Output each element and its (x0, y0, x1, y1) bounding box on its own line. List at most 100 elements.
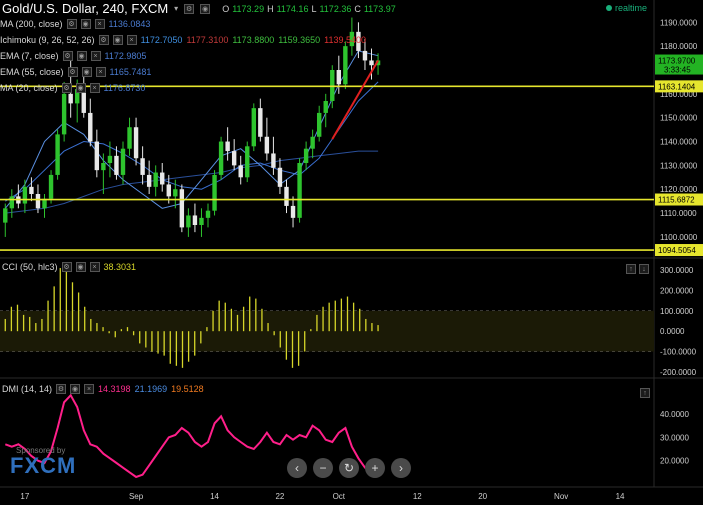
candle-body (3, 208, 8, 223)
candle-body (336, 70, 342, 85)
price-tick-label: 1110.0000 (660, 209, 697, 218)
legend-ma200-hide-icon[interactable]: ◉ (80, 19, 91, 29)
ohlc-low-key: L (311, 4, 317, 14)
candle-body (160, 172, 165, 185)
dmi-hide-icon[interactable]: ◉ (70, 384, 81, 394)
candle (205, 203, 211, 228)
price-tick-label: 1100.0000 (660, 233, 698, 242)
dmi-value-2: 21.1969 (134, 384, 168, 394)
legend-ema55-close-icon[interactable]: × (95, 67, 106, 77)
cci-tick-label: -100.0000 (660, 348, 697, 357)
cci-close-icon[interactable]: × (89, 262, 100, 272)
candle (107, 141, 113, 178)
legend-ichimoku-settings-icon[interactable]: ⚙ (98, 35, 109, 45)
x-tick-label: 14 (210, 492, 219, 501)
candle (94, 129, 100, 178)
zoom-in-button[interactable]: + (365, 458, 385, 478)
zoom-out-button[interactable]: − (313, 458, 333, 478)
candle (173, 179, 178, 209)
candle-body (323, 101, 328, 113)
legend-ma20[interactable]: MA (20, close) ⚙ ◉ × 1176.8730 (0, 81, 145, 95)
candle-body (153, 172, 158, 187)
legend-ma200[interactable]: MA (200, close) ⚙ ◉ × 1136.0843 (0, 17, 150, 31)
candle-body (120, 148, 126, 175)
dmi-settings-icon[interactable]: ⚙ (56, 384, 67, 394)
cci-hide-icon[interactable]: ◉ (75, 262, 86, 272)
legend-ema7-settings-icon[interactable]: ⚙ (62, 51, 73, 61)
legend-ema55-hide-icon[interactable]: ◉ (81, 67, 92, 77)
legend-ichimoku-close-icon[interactable]: × (126, 35, 137, 45)
ohlc-open: 1173.29 (232, 4, 265, 14)
price-marker-label: 1173.9700 (658, 57, 696, 66)
dmi-legend[interactable]: DMI (14, 14) ⚙ ◉ × 14.3198 21.1969 19.51… (2, 384, 204, 394)
candle (310, 129, 315, 159)
sponsor-badge[interactable]: Sponsored by FXCM (10, 446, 76, 477)
candle-body (107, 155, 113, 163)
candle-body (94, 141, 100, 171)
legend-ma200-close-icon[interactable]: × (94, 19, 105, 29)
legend-ema55-settings-icon[interactable]: ⚙ (67, 67, 78, 77)
ohlc-close-key: C (354, 4, 361, 14)
candle-body (68, 93, 73, 104)
cci-legend[interactable]: CCI (50, hlc3) ⚙ ◉ × 38.3031 (2, 262, 136, 272)
settings-icon[interactable]: ⚙ (184, 4, 195, 14)
realtime-dot-icon (606, 5, 612, 11)
candle-body (146, 174, 152, 187)
scroll-right-button[interactable]: › (391, 458, 411, 478)
candle-body (277, 167, 283, 187)
candle (192, 203, 198, 233)
candle (238, 155, 243, 185)
x-tick-label: Oct (333, 492, 346, 501)
legend-ma200-settings-icon[interactable]: ⚙ (66, 19, 77, 29)
x-tick-label: Sep (129, 492, 144, 501)
ohlc-low: 1172.36 (319, 4, 352, 14)
candle (349, 17, 355, 56)
candle-body (166, 184, 171, 197)
candle (369, 48, 374, 80)
legend-ichimoku-value-2: 1177.3100 (186, 35, 229, 45)
cci-pane-up-icon[interactable]: ↑ (626, 264, 636, 274)
legend-ichimoku-value-1: 1172.7050 (140, 35, 183, 45)
candle (120, 141, 126, 185)
scroll-left-button[interactable]: ‹ (287, 458, 307, 478)
candle (114, 146, 119, 180)
candle-body (127, 127, 132, 149)
candle-body (231, 151, 237, 166)
dmi-value-1: 14.3198 (98, 384, 131, 394)
dmi-value-3: 19.5128 (171, 384, 204, 394)
dmi-close-icon[interactable]: × (84, 384, 95, 394)
reset-button[interactable]: ↻ (339, 458, 359, 478)
candle-body (173, 189, 178, 197)
legend-ichimoku[interactable]: Ichimoku (9, 26, 52, 26) ⚙ ◉ × 1172.7050… (0, 33, 366, 47)
legend-ema7-close-icon[interactable]: × (90, 51, 101, 61)
level-tag (655, 193, 703, 206)
price-marker (655, 54, 703, 75)
legend-ema55[interactable]: EMA (55, close) ⚙ ◉ × 1165.7481 (0, 65, 151, 79)
realtime-label: realtime (615, 3, 648, 13)
candle-body (42, 198, 47, 209)
legend-ichimoku-hide-icon[interactable]: ◉ (112, 35, 123, 45)
candle-body (9, 196, 15, 209)
legend-ema7[interactable]: EMA (7, close) ⚙ ◉ × 1172.9805 (0, 49, 146, 63)
legend-ema7-hide-icon[interactable]: ◉ (76, 51, 87, 61)
cci-settings-icon[interactable]: ⚙ (61, 262, 72, 272)
symbol-dropdown-icon[interactable]: ▾ (174, 4, 179, 13)
symbol-title[interactable]: Gold/U.S. Dollar, 240, FXCM (2, 1, 169, 16)
candle-body (81, 89, 86, 113)
candle-body (297, 163, 302, 218)
candle (290, 196, 296, 228)
candle (225, 127, 230, 161)
legend-ma20-close-icon[interactable]: × (89, 83, 100, 93)
legend-ma20-settings-icon[interactable]: ⚙ (61, 83, 72, 93)
candle-body (186, 215, 191, 228)
level-tag-label: 1163.1404 (658, 82, 696, 91)
candle-body (303, 148, 309, 163)
cci-pane-down-icon[interactable]: ↓ (639, 264, 649, 274)
candle-body (133, 127, 139, 159)
candle-body (238, 165, 243, 178)
legend-ma20-hide-icon[interactable]: ◉ (75, 83, 86, 93)
dmi-pane-up-icon[interactable]: ↑ (640, 388, 650, 398)
candle-body (48, 174, 54, 199)
hide-icon[interactable]: ◉ (200, 4, 211, 14)
